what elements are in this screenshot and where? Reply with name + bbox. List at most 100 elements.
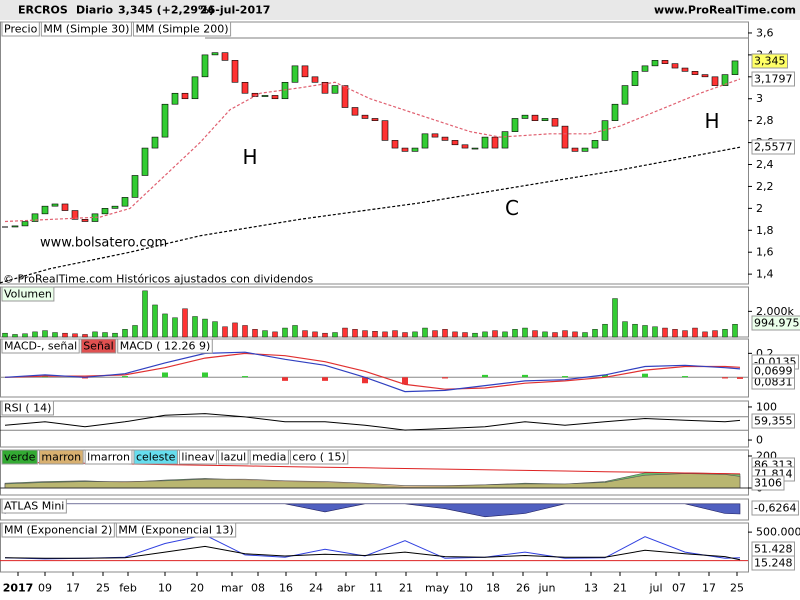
legend-item: lazul xyxy=(221,451,247,464)
candle xyxy=(311,76,319,83)
volume-bar xyxy=(242,325,248,338)
legend-item-box xyxy=(80,338,117,354)
candle xyxy=(341,85,349,108)
legend-item: MM (Simple 30) xyxy=(43,23,129,36)
volume-bar xyxy=(432,330,438,338)
candle xyxy=(721,74,729,86)
volume-bar xyxy=(442,329,448,338)
annotation: H xyxy=(242,145,257,169)
candle xyxy=(71,210,79,220)
y-tick-label: 2 xyxy=(756,202,763,215)
candle xyxy=(41,205,49,215)
candle xyxy=(481,136,489,149)
volume-bar xyxy=(512,329,518,338)
x-tick-label: 11 xyxy=(369,582,383,595)
candle xyxy=(551,118,559,127)
volume-bar xyxy=(302,330,308,338)
volume-bar xyxy=(112,332,118,338)
panel xyxy=(0,21,749,285)
macd-bar xyxy=(737,377,743,379)
legend-item-box xyxy=(1,522,115,538)
volume-bar xyxy=(32,331,38,338)
candle xyxy=(701,74,709,78)
volume-bar xyxy=(322,332,328,338)
y-tick-label: 1,4 xyxy=(756,268,774,281)
value-tag-box xyxy=(751,475,785,491)
x-tick-label: jun xyxy=(538,582,556,595)
y-tick-label: 1,6 xyxy=(756,246,774,259)
volume-bar xyxy=(352,329,358,338)
candle xyxy=(611,103,619,121)
candle xyxy=(211,52,219,56)
candle xyxy=(21,221,29,227)
macd-line xyxy=(4,351,741,393)
candle xyxy=(691,71,699,75)
x-tick-label: 2017 xyxy=(3,582,34,595)
legend-item-box xyxy=(1,498,67,514)
candle xyxy=(231,60,239,83)
candle xyxy=(31,213,39,222)
legend-item-box xyxy=(1,286,55,302)
volume-bar xyxy=(482,331,488,338)
volume-bar xyxy=(532,330,538,338)
volume-bar xyxy=(562,330,568,338)
volume-bar xyxy=(152,304,158,338)
volume-bar xyxy=(182,308,188,338)
volume-bar xyxy=(692,327,698,338)
legend-item: Señal xyxy=(83,340,114,353)
candle xyxy=(161,103,169,138)
value-tag-box xyxy=(751,71,795,87)
x-tick-label: 10 xyxy=(158,582,172,595)
candle xyxy=(491,136,499,149)
volume-bar xyxy=(522,327,528,338)
candle xyxy=(671,63,679,69)
value-tag-box xyxy=(751,53,788,69)
x-tick-label: 25 xyxy=(730,582,744,595)
x-tick-label: 24 xyxy=(309,582,323,595)
x-tick-label: 09 xyxy=(38,582,52,595)
value-tag-box xyxy=(751,555,795,571)
x-tick-label: 21 xyxy=(613,582,627,595)
macd-bar xyxy=(322,377,328,381)
volume-bar xyxy=(2,332,8,338)
candle xyxy=(291,65,299,83)
volume-bar xyxy=(702,331,708,338)
volume-bar xyxy=(372,331,378,338)
volume-bar xyxy=(342,327,348,338)
x-tick-label: jul xyxy=(648,582,662,595)
macd-bar xyxy=(242,376,248,378)
volume-bar xyxy=(422,327,428,338)
x-tick-label: may xyxy=(425,582,449,595)
symbol: ERCROS xyxy=(18,4,68,17)
candle xyxy=(241,81,249,94)
macd-bar xyxy=(202,372,208,378)
x-tick-label: 10 xyxy=(459,582,473,595)
candle xyxy=(441,136,449,141)
volume-bar xyxy=(672,329,678,338)
volume-bar xyxy=(212,321,218,338)
candle xyxy=(451,140,459,146)
value-tag: 3,345 xyxy=(754,55,786,68)
value-tag-box xyxy=(751,363,795,379)
x-tick-label: 17 xyxy=(66,582,80,595)
candle xyxy=(501,131,509,149)
macd-bar xyxy=(722,377,728,379)
candle xyxy=(351,107,359,116)
ema-line xyxy=(4,545,741,561)
candle xyxy=(301,65,309,78)
candle xyxy=(431,133,439,138)
legend-item: MM (Exponencial 2) xyxy=(4,524,112,537)
candle xyxy=(61,203,69,211)
volume-bar xyxy=(662,327,668,338)
volume-bar xyxy=(382,331,388,338)
candle xyxy=(11,225,19,228)
legend-item-box xyxy=(1,21,40,37)
candle xyxy=(401,147,409,152)
legend-item: Volumen xyxy=(4,288,52,301)
legend-item: lineav xyxy=(181,451,215,464)
panel xyxy=(0,498,749,521)
volume-bar xyxy=(132,325,138,338)
volume-bar xyxy=(192,316,198,338)
candle xyxy=(151,136,159,149)
value-tag: 0,0831 xyxy=(754,376,793,389)
